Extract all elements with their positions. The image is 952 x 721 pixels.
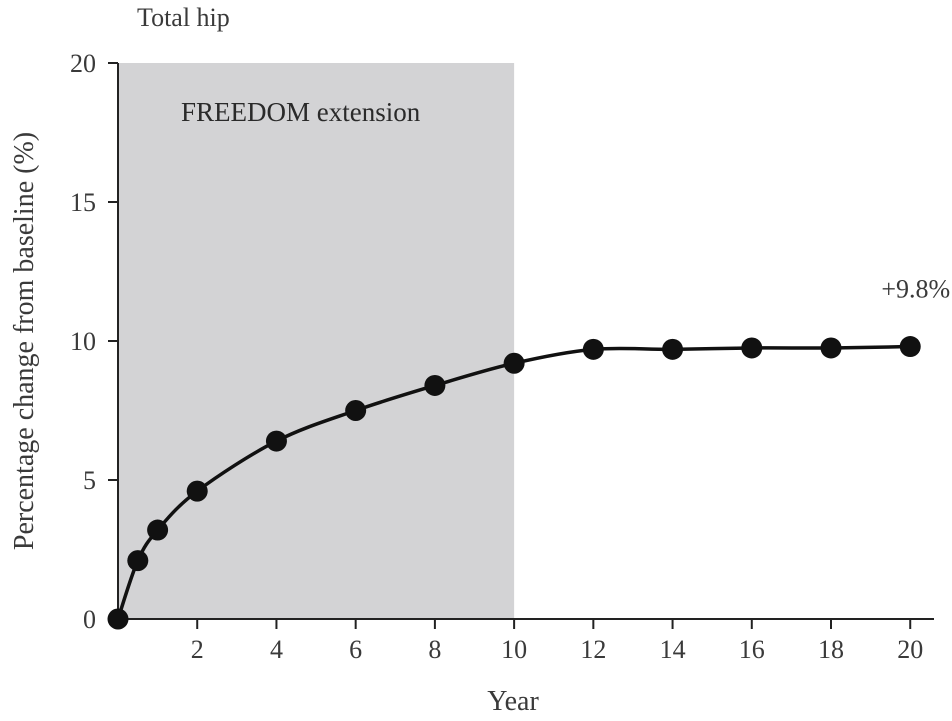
- annotation-label: +9.8%: [881, 275, 950, 304]
- data-point: [741, 337, 763, 359]
- x-tick-label: 4: [270, 635, 283, 664]
- x-tick-label: 2: [191, 635, 204, 664]
- y-tick-label: 15: [70, 188, 96, 217]
- x-tick-label: 16: [739, 635, 765, 664]
- data-point: [345, 400, 367, 421]
- y-tick-label: 5: [83, 466, 96, 495]
- y-tick-label: 20: [70, 49, 96, 78]
- data-point: [503, 352, 525, 374]
- x-tick-label: 14: [660, 635, 686, 664]
- x-tick-label: 20: [897, 635, 923, 664]
- data-point: [820, 337, 842, 359]
- data-point: [582, 338, 604, 360]
- chart-title: Total hip: [137, 3, 230, 32]
- data-point: [107, 608, 129, 630]
- x-tick-label: 6: [349, 635, 362, 664]
- plot-area: FREEDOM extension 0 5 10 15 20 2 4 6 8 10 12 14 16 18 2…: [70, 49, 950, 664]
- x-tick-label: 10: [501, 635, 527, 664]
- x-tick-label: 8: [428, 635, 441, 664]
- y-tick-label: 10: [70, 327, 96, 356]
- data-point: [186, 480, 208, 502]
- shaded-region-label: FREEDOM extension: [181, 97, 421, 127]
- y-axis-title: Percentage change from baseline (%): [9, 132, 40, 550]
- x-axis-title: Year: [487, 686, 539, 717]
- x-tick-label: 12: [580, 635, 606, 664]
- shaded-region: [118, 63, 515, 619]
- data-point: [662, 338, 684, 360]
- data-point: [265, 430, 287, 452]
- data-point: [147, 519, 169, 541]
- y-tick-label: 0: [83, 605, 96, 634]
- data-point: [899, 336, 921, 358]
- data-point: [424, 374, 446, 396]
- data-point: [127, 550, 149, 572]
- x-tick-label: 18: [818, 635, 844, 664]
